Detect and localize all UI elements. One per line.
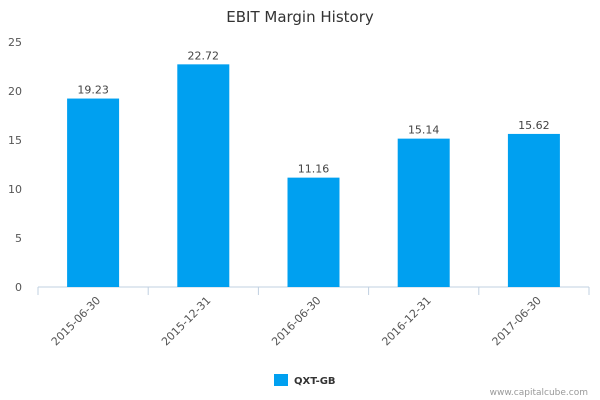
bar[interactable] (287, 177, 340, 287)
y-tick-label: 15 (8, 134, 22, 147)
data-label: 22.72 (188, 49, 220, 62)
y-tick-label: 20 (8, 85, 22, 98)
x-tick-label: 2015-12-31 (159, 294, 213, 348)
x-tick-label: 2015-06-30 (49, 294, 103, 348)
data-labels: 19.23 22.72 11.16 15.14 15.62 (77, 49, 549, 175)
x-axis: 2015-06-30 2015-12-31 2016-06-30 2016-12-31… (37, 286, 590, 348)
x-tick-label: 2016-12-31 (379, 294, 433, 348)
data-label: 11.16 (298, 163, 330, 176)
x-tick-label: 2017-06-30 (490, 294, 544, 348)
y-tick-label: 10 (8, 183, 22, 196)
bars (67, 64, 560, 288)
y-tick-label: 0 (15, 281, 22, 294)
x-tick-label: 2016-06-30 (269, 294, 323, 348)
data-label: 15.62 (518, 119, 550, 132)
data-label: 19.23 (77, 84, 109, 97)
bar[interactable] (177, 64, 230, 288)
legend[interactable]: QXT-GB (274, 374, 336, 387)
data-label: 15.14 (408, 124, 440, 137)
bar[interactable] (67, 98, 120, 288)
y-tick-label: 25 (8, 36, 22, 49)
y-axis: 0 5 10 15 20 25 (8, 36, 22, 294)
credit-text: www.capitalcube.com (490, 388, 588, 398)
legend-label: QXT-GB (294, 376, 336, 387)
chart-title: EBIT Margin History (226, 8, 374, 26)
y-tick-label: 5 (15, 232, 22, 245)
bar[interactable] (397, 138, 450, 287)
bar[interactable] (507, 133, 560, 287)
legend-swatch (274, 374, 288, 386)
